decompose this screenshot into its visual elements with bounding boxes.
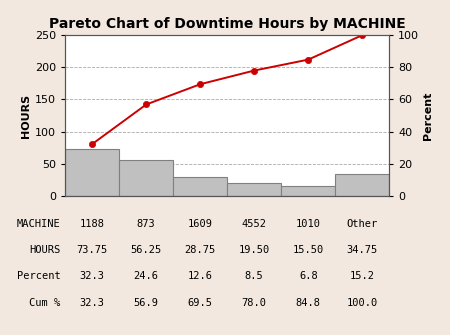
Text: 8.5: 8.5 (245, 271, 264, 281)
Text: 28.75: 28.75 (184, 245, 216, 255)
Y-axis label: Percent: Percent (423, 91, 433, 140)
Text: 78.0: 78.0 (242, 298, 267, 308)
Text: 32.3: 32.3 (80, 271, 105, 281)
Bar (65, 148, 119, 196)
Text: Cum %: Cum % (30, 298, 61, 308)
Bar (173, 178, 227, 196)
Bar (227, 184, 281, 196)
Text: 15.50: 15.50 (292, 245, 324, 255)
Text: 6.8: 6.8 (299, 271, 318, 281)
Text: Percent: Percent (17, 271, 61, 281)
Text: 84.8: 84.8 (296, 298, 321, 308)
Text: 32.3: 32.3 (80, 298, 105, 308)
Title: Pareto Chart of Downtime Hours by MACHINE: Pareto Chart of Downtime Hours by MACHIN… (49, 17, 405, 31)
Text: 1010: 1010 (296, 219, 321, 229)
Text: HOURS: HOURS (30, 245, 61, 255)
Text: Other: Other (346, 219, 378, 229)
Text: 34.75: 34.75 (346, 245, 378, 255)
Bar (335, 174, 389, 196)
Text: 24.6: 24.6 (134, 271, 159, 281)
Text: 873: 873 (137, 219, 156, 229)
Text: 100.0: 100.0 (346, 298, 378, 308)
Text: 69.5: 69.5 (188, 298, 213, 308)
Text: 1609: 1609 (188, 219, 213, 229)
Text: 15.2: 15.2 (350, 271, 375, 281)
Bar (281, 186, 335, 196)
Text: MACHINE: MACHINE (17, 219, 61, 229)
Text: 73.75: 73.75 (76, 245, 108, 255)
Text: 56.25: 56.25 (130, 245, 162, 255)
Text: 1188: 1188 (80, 219, 105, 229)
Text: 4552: 4552 (242, 219, 267, 229)
Text: 12.6: 12.6 (188, 271, 213, 281)
Text: 19.50: 19.50 (238, 245, 270, 255)
Bar (119, 160, 173, 196)
Y-axis label: HOURS: HOURS (21, 93, 31, 138)
Text: 56.9: 56.9 (134, 298, 159, 308)
